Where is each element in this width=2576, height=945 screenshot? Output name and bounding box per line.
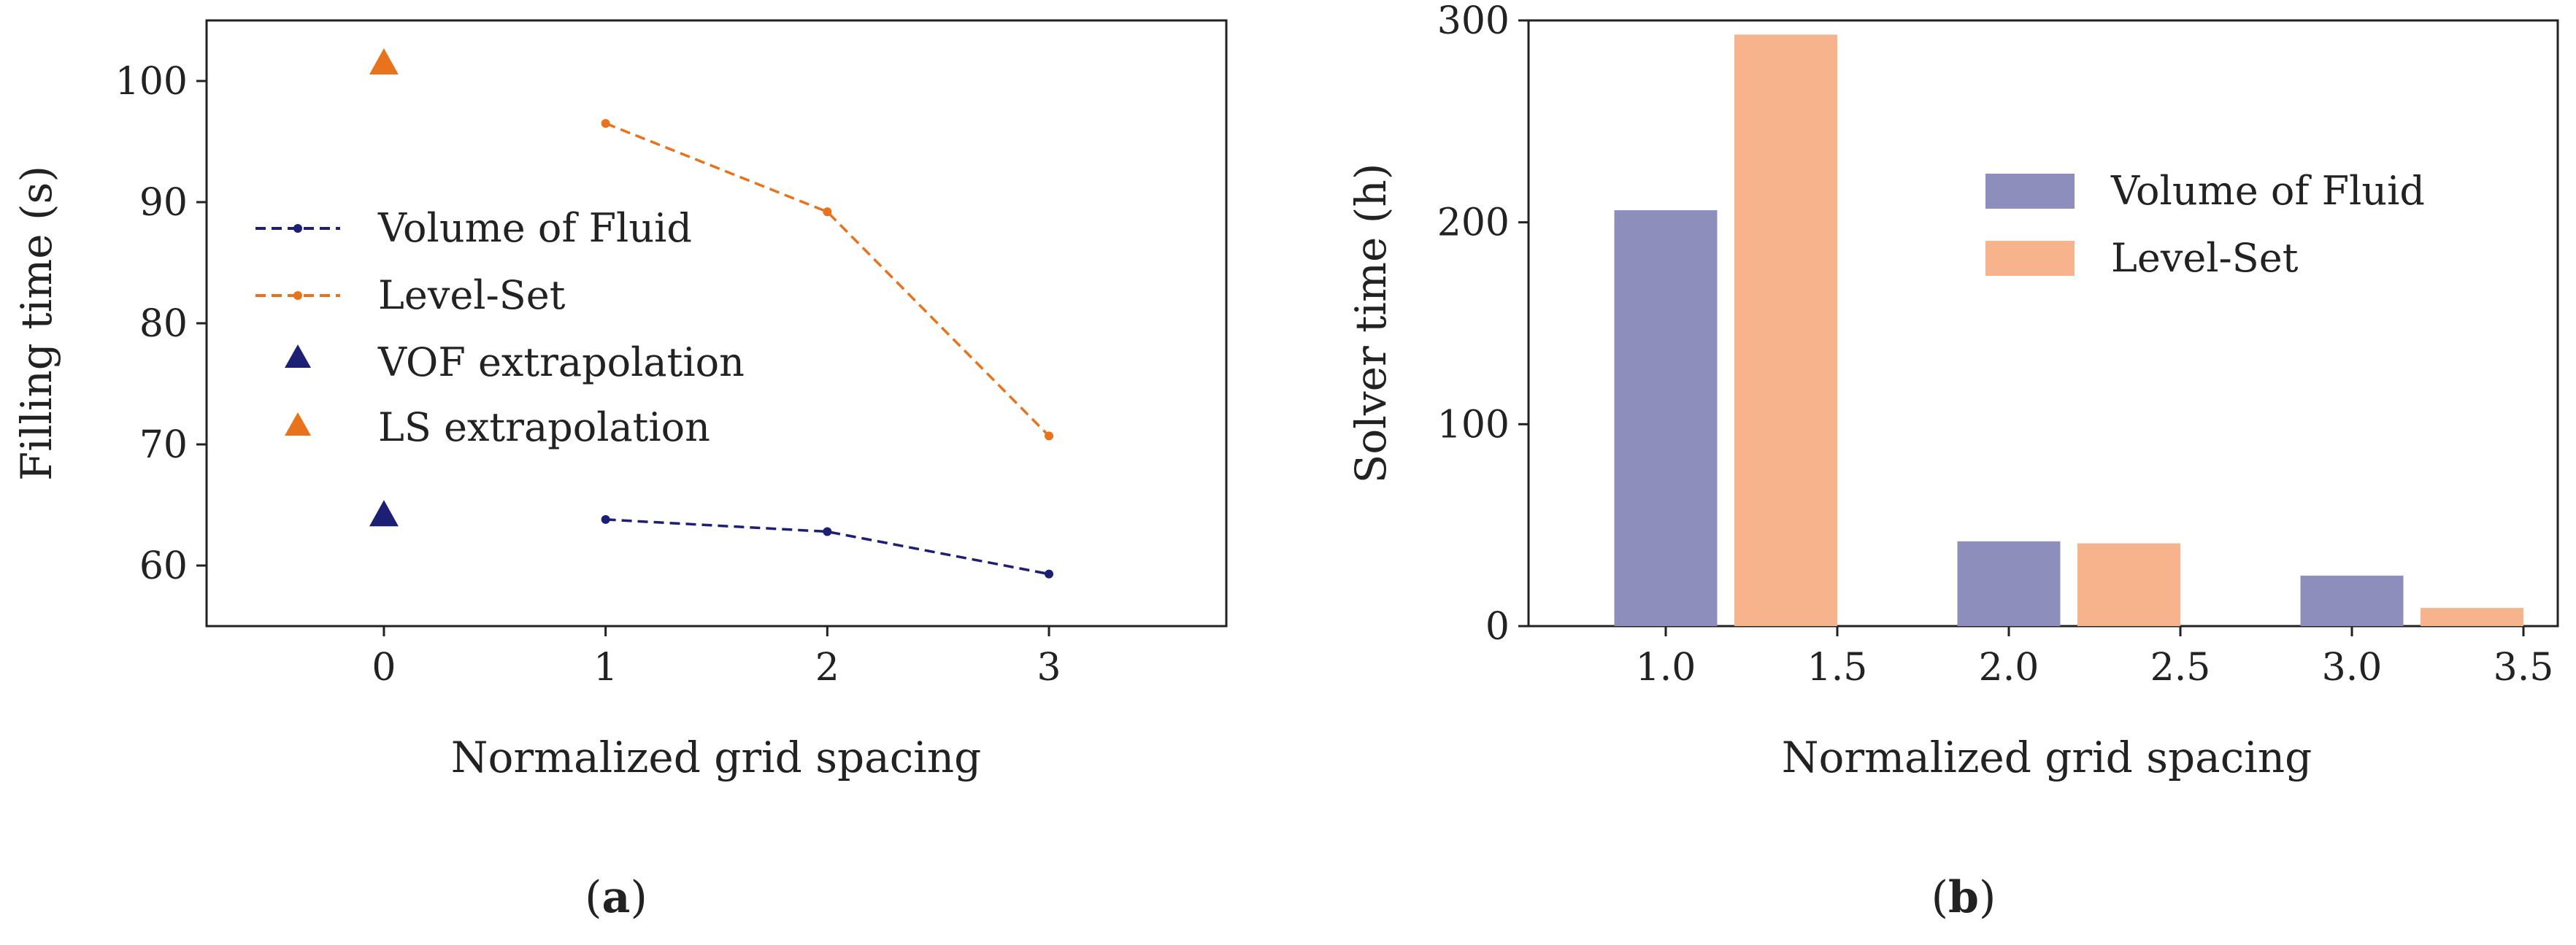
y-tick-label-80: 80	[139, 302, 188, 346]
chart-b-panel-label: (b)	[1931, 872, 1996, 923]
chart-b-y-axis-title: Solver time (h)	[1346, 163, 1396, 484]
y-tick-label-b-300: 300	[1437, 0, 1510, 43]
x-tick-label-0: 0	[372, 646, 396, 690]
chart-a-x-ticks: 0 1 2 3	[372, 626, 1061, 690]
chart-a-y-axis-title: Filling time (s)	[12, 166, 61, 481]
bar-volume-of-fluid-2	[2300, 575, 2404, 626]
legend-marker-vof-extrapolation	[285, 344, 311, 368]
chart-b-bars	[1614, 34, 2523, 627]
legend-label-level-set-b: Level-Set	[2111, 235, 2299, 281]
chart-b-y-ticks: 0 100 200 300	[1437, 0, 1529, 649]
x-tick-label-b-3: 2.5	[2150, 646, 2211, 690]
bar-level-set-2	[2421, 608, 2523, 626]
x-tick-label-b-0: 1.0	[1636, 646, 1696, 690]
bar-level-set-0	[1734, 34, 1837, 627]
chart-b-x-ticks: 1.0 1.5 2.0 2.5 3.0 3.5	[1636, 626, 2554, 690]
legend-label-vof-extrapolation: VOF extrapolation	[377, 339, 745, 385]
y-tick-label-b-200: 200	[1437, 201, 1510, 245]
point-volume-of-fluid-1	[823, 527, 832, 536]
legend-item-level-set: Level-Set	[255, 272, 566, 318]
legend-swatch-level-set-b	[1985, 241, 2075, 276]
legend-marker-ls-extrapolation	[285, 412, 311, 436]
y-tick-label-70: 70	[139, 423, 188, 467]
point-vof-extrapolation	[369, 500, 399, 527]
legend-item-level-set-b: Level-Set	[1985, 235, 2299, 281]
x-tick-label-b-2: 2.0	[1979, 646, 2039, 690]
line-volume-of-fluid	[605, 518, 1050, 576]
x-tick-label-2: 2	[815, 646, 839, 690]
chart-a-legend: Volume of Fluid Level-Set VOF extrapolat…	[255, 205, 745, 450]
legend-label-level-set: Level-Set	[378, 272, 566, 318]
legend-label-volume-of-fluid-b: Volume of Fluid	[2110, 168, 2425, 214]
legend-item-volume-of-fluid: Volume of Fluid	[255, 205, 692, 251]
y-tick-label-b-0: 0	[1485, 605, 1510, 649]
legend-label-volume-of-fluid: Volume of Fluid	[377, 205, 692, 251]
point-level-set-0	[601, 119, 610, 128]
legend-swatch-volume-of-fluid-b	[1985, 174, 2075, 209]
chart-a-series	[369, 48, 1054, 579]
point-volume-of-fluid-0	[601, 514, 610, 524]
legend-item-ls-extrapolation: LS extrapolation	[285, 404, 710, 450]
chart-a-y-ticks: 60 70 80 90 100	[115, 60, 207, 588]
legend-marker-level-set	[293, 291, 302, 300]
chart-b-x-axis-title: Normalized grid spacing	[1782, 733, 2312, 782]
x-tick-label-b-1: 1.5	[1807, 646, 1868, 690]
y-tick-label-100: 100	[115, 60, 188, 104]
chart-b-solver-time: 0 100 200 300 1.0 1.5 2.0 2.5 3.0 3.5 Volume of …	[1346, 0, 2559, 923]
point-ls-extrapolation	[369, 48, 399, 75]
bar-volume-of-fluid-1	[1957, 541, 2061, 626]
legend-label-ls-extrapolation: LS extrapolation	[378, 404, 710, 450]
chart-a-panel-label: (a)	[585, 872, 647, 923]
y-tick-label-60: 60	[139, 544, 188, 588]
x-tick-label-3: 3	[1037, 646, 1061, 690]
y-tick-label-90: 90	[139, 181, 188, 225]
x-tick-label-1: 1	[593, 646, 618, 690]
legend-item-volume-of-fluid-b: Volume of Fluid	[1985, 168, 2425, 214]
point-level-set-2	[1045, 431, 1054, 441]
legend-item-vof-extrapolation: VOF extrapolation	[285, 339, 745, 385]
x-tick-label-b-5: 3.5	[2494, 646, 2554, 690]
chart-b-legend: Volume of Fluid Level-Set	[1985, 168, 2425, 281]
point-level-set-1	[823, 207, 832, 217]
chart-a-x-axis-title: Normalized grid spacing	[451, 733, 981, 782]
bar-level-set-1	[2077, 543, 2180, 626]
point-volume-of-fluid-2	[1045, 569, 1054, 579]
chart-a-filling-time: 60 70 80 90 100 0 1 2 3 Volume of Fluid Level-S…	[12, 19, 1228, 923]
chart-a-plot-frame	[205, 19, 1228, 628]
y-tick-label-b-100: 100	[1437, 403, 1510, 447]
line-level-set	[605, 122, 1050, 437]
legend-marker-volume-of-fluid	[293, 224, 302, 233]
x-tick-label-b-4: 3.0	[2322, 646, 2383, 690]
bar-volume-of-fluid-0	[1614, 210, 1718, 627]
